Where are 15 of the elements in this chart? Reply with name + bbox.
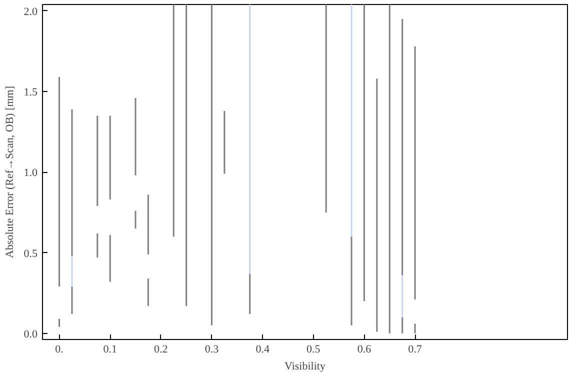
- y-tick-label: 0.0: [24, 328, 38, 340]
- x-tick-label: 0.7: [408, 344, 422, 356]
- x-tick-label: 0.2: [154, 344, 168, 356]
- x-tick-label: 0.6: [357, 344, 372, 356]
- x-tick-label: 0.5: [306, 344, 321, 356]
- y-tick-label: 1.5: [24, 86, 38, 99]
- x-tick-label: 0.1: [103, 344, 117, 356]
- x-tick-label: 0.: [55, 344, 64, 356]
- y-axis-title: Absolute Error (Ref→Scan, OB) [mm]: [4, 86, 16, 258]
- x-axis-title: Visibility: [284, 360, 326, 372]
- x-tick-label: 0.3: [204, 344, 220, 356]
- y-tick-label: 2.0: [24, 6, 38, 18]
- y-tick-label: 1.0: [24, 167, 38, 180]
- y-tick-label: 0.5: [24, 248, 38, 260]
- x-tick-label: 0.4: [256, 344, 270, 356]
